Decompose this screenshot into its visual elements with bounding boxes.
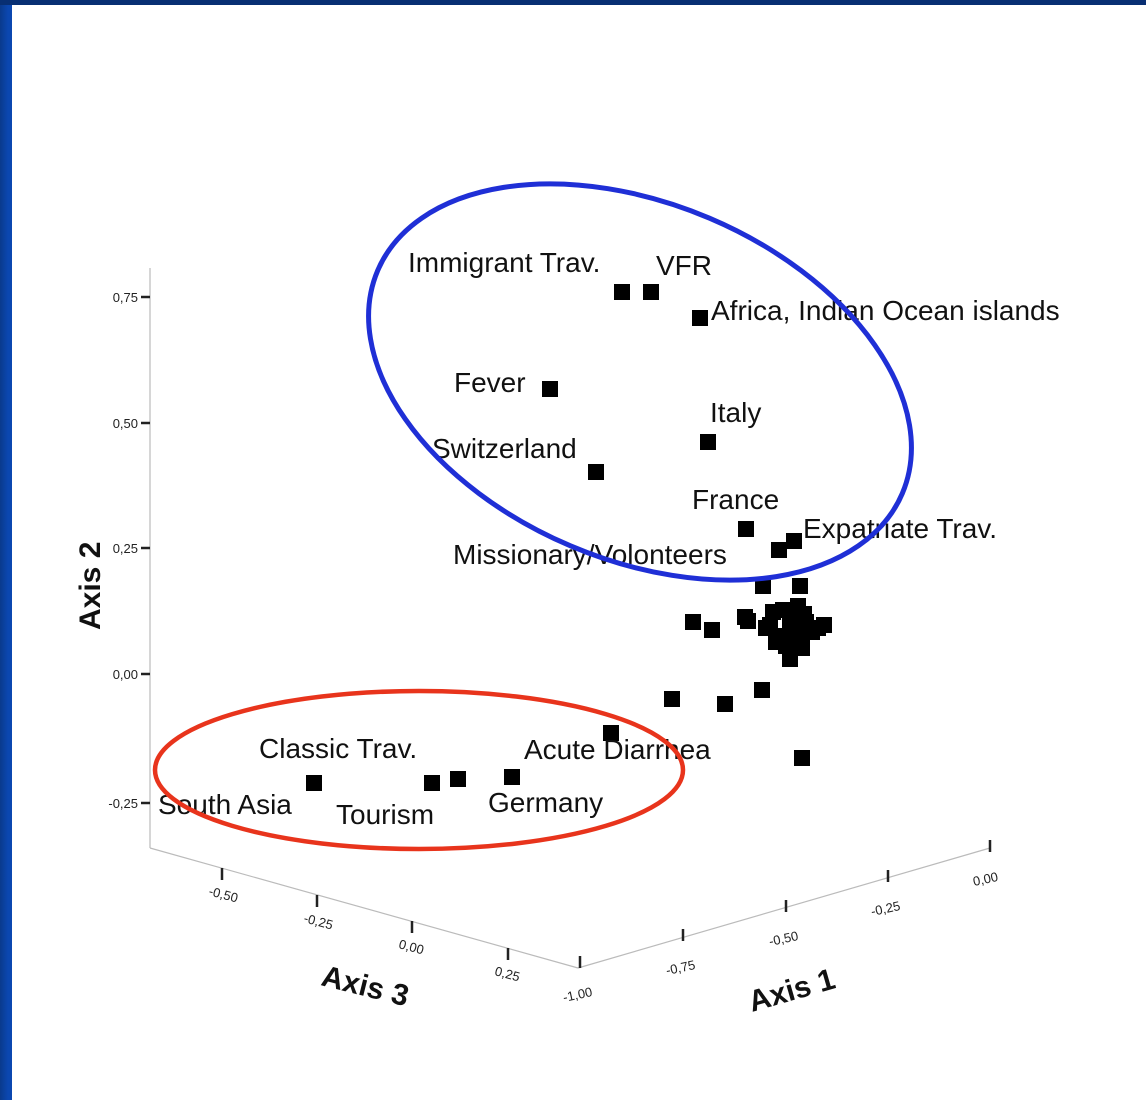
axis1-tick-label: -0,25 — [870, 898, 902, 919]
data-point — [504, 769, 520, 785]
axis2-tick-label: -0,25 — [108, 796, 138, 811]
point-label: Classic Trav. — [259, 733, 417, 764]
data-point — [614, 284, 630, 300]
data-point — [424, 775, 440, 791]
data-point — [758, 620, 774, 636]
data-point — [782, 651, 798, 667]
axis3-baseline — [149, 847, 579, 969]
axis1-title: Axis 1 — [745, 963, 839, 1019]
point-label: Africa, Indian Ocean islands — [711, 295, 1060, 326]
slide-top-bar — [0, 0, 1146, 5]
data-point — [692, 310, 708, 326]
axis3-tick-label: -0,50 — [207, 883, 240, 905]
axis2-title: Axis 2 — [74, 542, 107, 630]
axis-frame — [149, 268, 991, 969]
group-outline-red — [152, 688, 686, 852]
axis2-tick-label: 0,25 — [113, 541, 138, 556]
data-point — [782, 612, 798, 628]
data-point — [306, 775, 322, 791]
data-point — [450, 771, 466, 787]
axis1-baseline — [577, 847, 991, 969]
point-label: Expatriate Trav. — [803, 513, 997, 544]
data-point — [778, 638, 794, 654]
data-point — [542, 381, 558, 397]
data-point — [685, 614, 701, 630]
axis1-tick-label: -0,75 — [665, 957, 697, 978]
axis3-title: Axis 3 — [318, 960, 412, 1013]
point-label: France — [692, 484, 779, 515]
data-point — [792, 578, 808, 594]
data-point — [794, 750, 810, 766]
data-point — [738, 521, 754, 537]
point-label: Germany — [488, 787, 603, 818]
axis3-tick-label: 0,25 — [493, 963, 521, 984]
data-point — [804, 624, 820, 640]
data-point — [771, 542, 787, 558]
data-point — [796, 606, 812, 622]
point-label: Italy — [710, 397, 761, 428]
axis1-ticks: -1,00 -0,75 -0,50 -0,25 0,00 — [562, 840, 1000, 1005]
axis1-tick-label: 0,00 — [972, 869, 1000, 889]
point-label: Switzerland — [432, 433, 577, 464]
point-label: Tourism — [336, 799, 434, 830]
point-label: Fever — [454, 367, 526, 398]
data-point — [754, 682, 770, 698]
data-point — [588, 464, 604, 480]
axis2-tick-label: 0,00 — [113, 667, 138, 682]
axis1-tick-label: -0,50 — [768, 928, 800, 949]
axis2-tick-label: 0,75 — [113, 290, 138, 305]
data-points — [306, 284, 832, 791]
data-point — [717, 696, 733, 712]
axis3-ticks: -0,50 -0,25 0,00 0,25 — [207, 868, 522, 984]
data-point — [740, 613, 756, 629]
point-label: VFR — [656, 250, 712, 281]
data-point — [704, 622, 720, 638]
axis2-tick-label: 0,50 — [113, 416, 138, 431]
group-outline-blue — [366, 181, 914, 583]
point-labels: Immigrant Trav. VFR Africa, Indian Ocean i… — [158, 247, 1060, 830]
data-point — [664, 691, 680, 707]
data-point — [786, 533, 802, 549]
axis2-ticks: -0,25 0,00 0,25 0,50 0,75 — [108, 290, 150, 811]
data-point — [700, 434, 716, 450]
data-point — [755, 578, 771, 594]
axis3-tick-label: 0,00 — [397, 936, 425, 957]
axis1-tick-label: -1,00 — [562, 984, 594, 1005]
axis3-tick-label: -0,25 — [302, 910, 335, 932]
data-point — [643, 284, 659, 300]
data-point — [603, 725, 619, 741]
point-label: Immigrant Trav. — [408, 247, 600, 278]
